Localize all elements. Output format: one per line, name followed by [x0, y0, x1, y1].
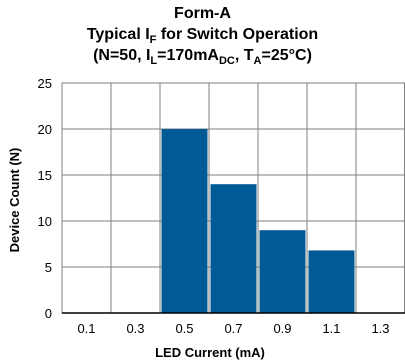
y-tick-label: 25 [38, 76, 52, 91]
bar-0.5 [161, 129, 208, 313]
bar-1.1 [308, 250, 355, 313]
y-tick-label: 5 [45, 260, 52, 275]
x-tick-label: 0.1 [77, 321, 95, 336]
x-tick-labels: 0.1 0.3 0.5 0.7 0.9 1.1 1.3 [77, 321, 389, 336]
x-tick-label: 0.3 [126, 321, 144, 336]
y-tick-labels: 0 5 10 15 20 25 [38, 76, 52, 321]
chart-title-line-1: Form-A [174, 5, 231, 22]
x-tick-label: 0.5 [175, 321, 193, 336]
bars [161, 129, 355, 313]
y-tick-label: 20 [38, 122, 52, 137]
x-tick-label: 1.3 [371, 321, 389, 336]
y-tick-label: 10 [38, 214, 52, 229]
bar-0.7 [210, 184, 257, 313]
y-axis-label: Device Count (N) [7, 148, 22, 253]
x-axis-label: LED Current (mA) [155, 345, 265, 360]
y-tick-label: 0 [45, 306, 52, 321]
chart-title-line-2: Typical IF for Switch Operation [86, 26, 319, 46]
x-tick-label: 0.7 [224, 321, 242, 336]
x-tick-label: 1.1 [322, 321, 340, 336]
bar-0.9 [259, 230, 306, 313]
y-tick-label: 15 [38, 168, 52, 183]
x-tick-label: 0.9 [273, 321, 291, 336]
chart-title-line-3: (N=50, IL=170mADC, TA=25°C) [93, 47, 312, 67]
